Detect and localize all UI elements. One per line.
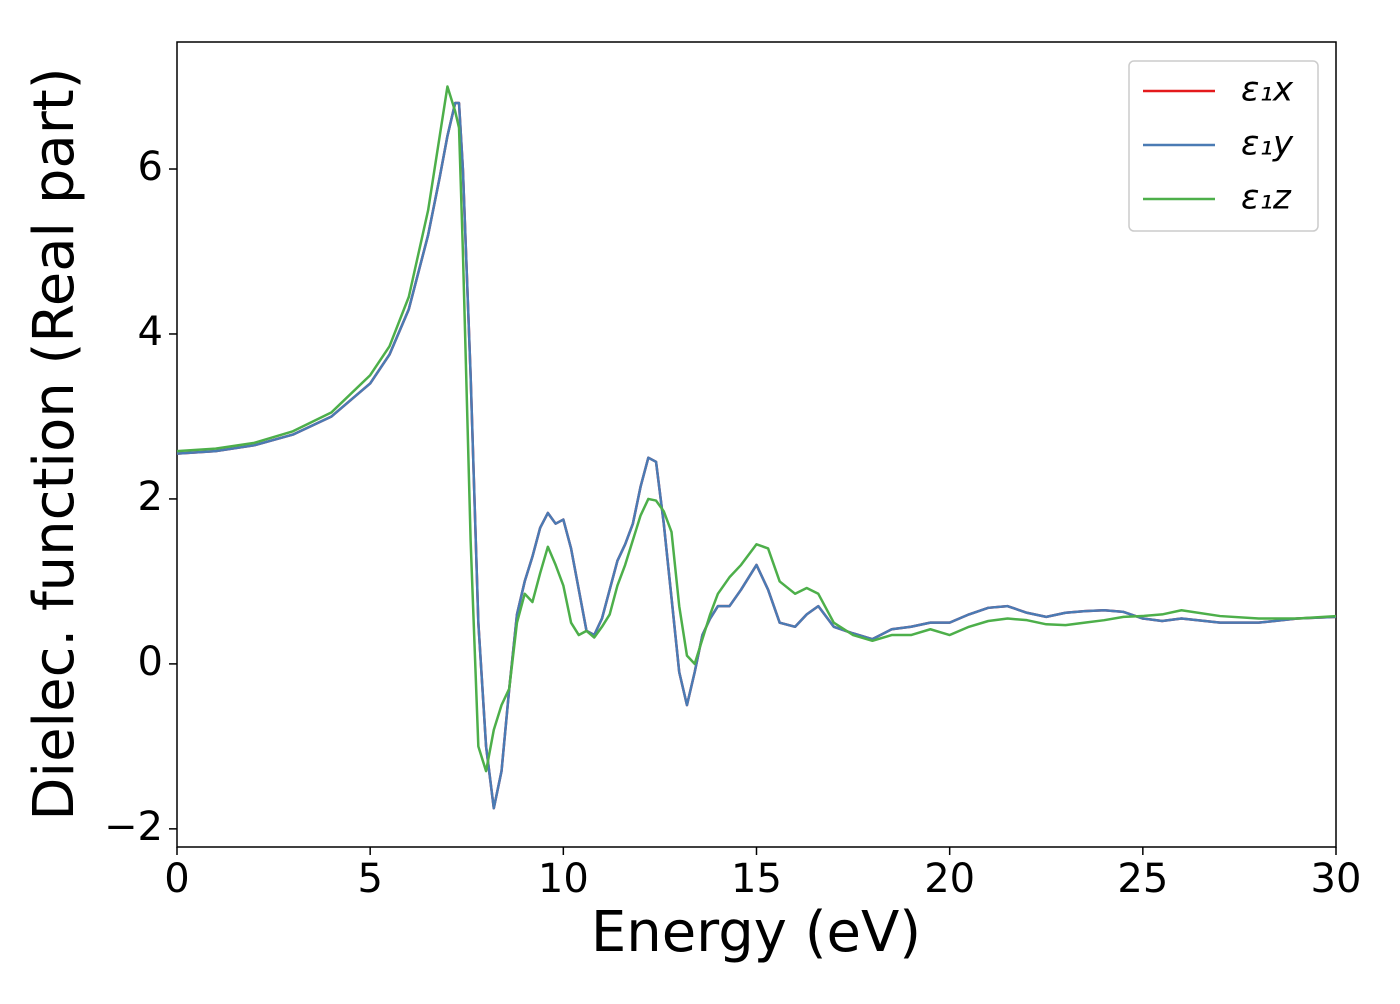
legend-label: ε₁x [1241, 70, 1294, 110]
x-axis-label: Energy (eV) [591, 900, 921, 965]
legend-label: ε₁y [1241, 124, 1294, 164]
series-line [177, 85, 1336, 773]
y-tick-label: −2 [104, 804, 163, 850]
x-tick-label: 15 [731, 856, 782, 902]
x-tick-label: 25 [1117, 856, 1168, 902]
legend-label: ε₁z [1241, 178, 1292, 218]
series-line [177, 101, 1336, 810]
y-tick-label: 6 [138, 144, 163, 190]
y-tick-label: 0 [138, 639, 163, 685]
x-tick-label: 0 [164, 856, 189, 902]
y-tick-label: 2 [138, 474, 163, 520]
x-tick-label: 5 [357, 856, 382, 902]
x-tick-label: 30 [1311, 856, 1362, 902]
y-tick-label: 4 [138, 309, 163, 355]
y-axis-label: Dielec. function (Real part) [22, 67, 87, 820]
legend-box [1128, 60, 1319, 232]
x-tick-label: 10 [538, 856, 589, 902]
x-tick-label: 20 [924, 856, 975, 902]
